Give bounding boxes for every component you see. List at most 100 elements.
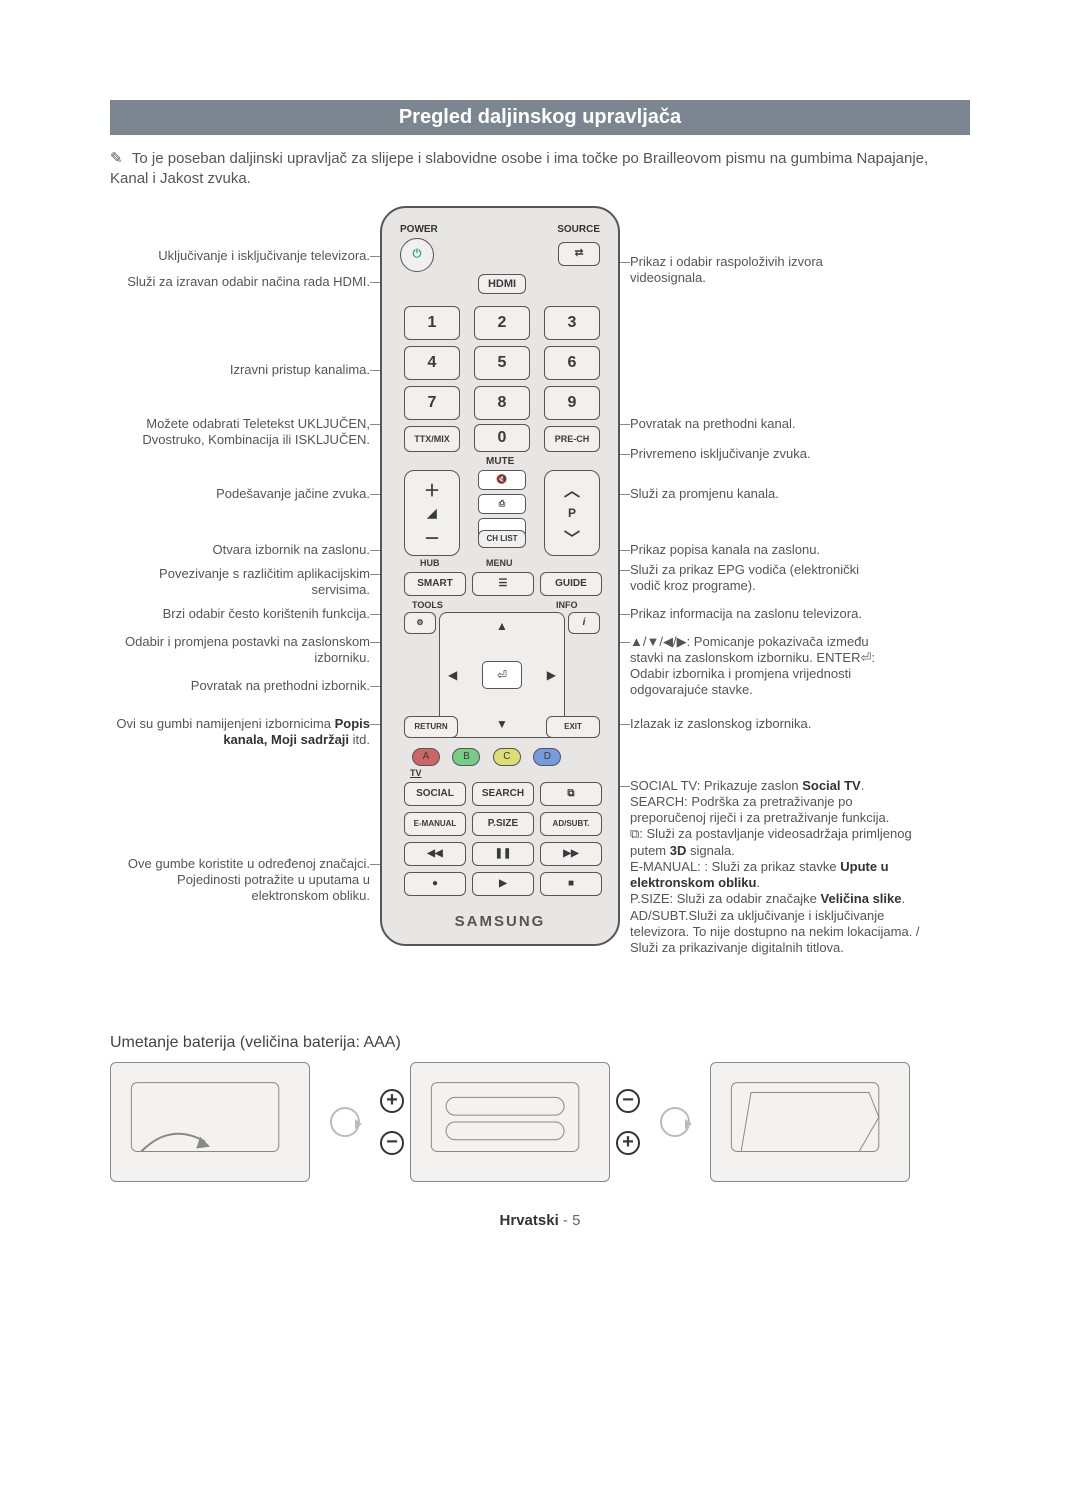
search-button[interactable]: SEARCH — [472, 782, 534, 806]
enter-button[interactable]: ⏎ — [482, 661, 522, 689]
callout-tools: Brzi odabir često korištenih funkcija. — [110, 606, 370, 622]
num-2[interactable]: 2 — [474, 306, 530, 340]
num-6[interactable]: 6 — [544, 346, 600, 380]
callout-volume: Podešavanje jačine zvuka. — [110, 486, 370, 502]
callout-nav: ▲/▼/◀/▶: Pomicanje pokazivača između sta… — [630, 634, 890, 699]
emanual-button[interactable]: E-MANUAL — [404, 812, 466, 836]
num-7[interactable]: 7 — [404, 386, 460, 420]
teletext-icon[interactable]: ⎙ — [478, 494, 526, 514]
sb-l5a: P.SIZE: Služi za odabir značajke — [630, 891, 821, 906]
sb-l3b: 3D — [670, 843, 687, 858]
num-5[interactable]: 5 — [474, 346, 530, 380]
hub-label: HUB — [420, 558, 440, 568]
remote-diagram: Uključivanje i isključivanje televizora.… — [110, 206, 970, 1016]
info-button[interactable]: i — [568, 612, 600, 634]
ch-up-icon: ︿ — [564, 477, 580, 501]
sb-l1c: . — [861, 778, 865, 793]
note-icon: ✎ — [110, 149, 128, 169]
callout-guide: Služi za prikaz EPG vodiča (elektronički… — [630, 562, 890, 595]
sb-l6: AD/SUBT.Služi za uključivanje i isključi… — [630, 908, 930, 957]
return-button[interactable]: RETURN — [404, 716, 458, 738]
num-4[interactable]: 4 — [404, 346, 460, 380]
vol-down-icon: － — [424, 525, 440, 549]
callout-colors-pre: Ovi su gumbi namijenjeni izbornicima — [116, 716, 334, 731]
battery-step-3 — [710, 1062, 910, 1182]
color-a[interactable]: A — [412, 748, 440, 766]
section-title: Pregled daljinskog upravljača — [110, 100, 970, 135]
color-d[interactable]: D — [533, 748, 561, 766]
callout-mute: Privremeno isključivanje zvuka. — [630, 446, 890, 462]
arrow-icon — [330, 1107, 360, 1137]
tools-label: TOOLS — [412, 600, 443, 610]
polarity-icons-left: +− — [380, 1089, 404, 1155]
sb-l3c: signala. — [686, 843, 734, 858]
color-buttons-row: A B C D — [408, 746, 565, 766]
volume-rocker[interactable]: ＋ ◢ － — [404, 470, 460, 556]
callout-dpad: Odabir i promjena postavki na zaslonskom… — [110, 634, 370, 667]
psize-button[interactable]: P.SIZE — [472, 812, 534, 836]
callout-menu: Otvara izbornik na zaslonu. — [110, 542, 370, 558]
color-c[interactable]: C — [493, 748, 521, 766]
num-8[interactable]: 8 — [474, 386, 530, 420]
callout-info: Prikaz informacija na zaslonu televizora… — [630, 606, 890, 622]
menu-label: MENU — [486, 558, 513, 568]
chlist-button-2[interactable]: CH LIST — [478, 530, 526, 548]
num-0[interactable]: 0 — [474, 424, 530, 452]
nav-right-icon: ▶ — [547, 668, 556, 682]
ch-down-icon: ﹀ — [564, 525, 580, 549]
callout-prech: Povratak na prethodni kanal. — [630, 416, 890, 432]
channel-rocker[interactable]: ︿ P ﹀ — [544, 470, 600, 556]
callout-numbers: Izravni pristup kanalima. — [110, 362, 370, 378]
hdmi-button[interactable]: HDMI — [478, 274, 526, 294]
callout-colors: Ovi su gumbi namijenjeni izbornicima Pop… — [110, 716, 370, 749]
menu-button[interactable]: ☰ — [472, 572, 534, 596]
vol-icon: ◢ — [427, 506, 436, 520]
nav-left-icon: ◀ — [448, 668, 457, 682]
battery-diagrams: +− −+ — [110, 1062, 970, 1182]
page-footer: Hrvatski - 5 — [110, 1212, 970, 1229]
guide-button[interactable]: GUIDE — [540, 572, 602, 596]
mute-button[interactable]: 🔇 — [478, 470, 526, 490]
nav-up-icon: ▲ — [496, 619, 508, 633]
sb-l1b: Social TV — [802, 778, 861, 793]
adsubt-button[interactable]: AD/SUBT. — [540, 812, 602, 836]
callout-channel: Služi za promjenu kanala. — [630, 486, 890, 502]
record-button[interactable]: ● — [404, 872, 466, 896]
footer-page-number: 5 — [572, 1212, 580, 1229]
prech-button[interactable]: PRE-CH — [544, 426, 600, 452]
tools-button[interactable]: ⚙ — [404, 612, 436, 634]
play-button[interactable]: ▶ — [472, 872, 534, 896]
nav-down-icon: ▼ — [496, 717, 508, 731]
social-button[interactable]: SOCIAL — [404, 782, 466, 806]
num-9[interactable]: 9 — [544, 386, 600, 420]
rewind-button[interactable]: ◀◀ — [404, 842, 466, 866]
num-3[interactable]: 3 — [544, 306, 600, 340]
sb-l5c: . — [901, 891, 905, 906]
callout-chlist: Prikaz popisa kanala na zaslonu. — [630, 542, 890, 558]
power-button[interactable]: ⏻ — [400, 238, 434, 272]
callout-social-block: SOCIAL TV: Prikazuje zaslon Social TV. S… — [630, 778, 930, 957]
forward-button[interactable]: ▶▶ — [540, 842, 602, 866]
ttx-button[interactable]: TTX/MIX — [404, 426, 460, 452]
sb-l1a: SOCIAL TV: Prikazuje zaslon — [630, 778, 802, 793]
info-label: INFO — [556, 600, 578, 610]
smart-button[interactable]: SMART — [404, 572, 466, 596]
callout-smart: Povezivanje s različitim aplikacijskim s… — [110, 566, 370, 599]
intro-text: To je poseban daljinski upravljač za sli… — [110, 150, 928, 187]
source-button[interactable]: ⮂ — [558, 242, 600, 266]
footer-lang: Hrvatski — [500, 1212, 559, 1229]
battery-step-2 — [410, 1062, 610, 1182]
num-1[interactable]: 1 — [404, 306, 460, 340]
3d-button[interactable]: ⧉ — [540, 782, 602, 806]
stop-button[interactable]: ■ — [540, 872, 602, 896]
sb-l2: SEARCH: Podrška za pretraživanje po prep… — [630, 794, 930, 827]
callout-ttx: Možete odabrati Teletekst UKLJUČEN, Dvos… — [110, 416, 370, 449]
color-b[interactable]: B — [452, 748, 480, 766]
pause-button[interactable]: ❚❚ — [472, 842, 534, 866]
power-label: POWER — [400, 224, 438, 235]
battery-heading: Umetanje baterija (veličina baterija: AA… — [110, 1034, 970, 1052]
callout-exit: Izlazak iz zaslonskog izbornika. — [630, 716, 890, 732]
brand-logo: SAMSUNG — [398, 913, 602, 930]
p-label: P — [568, 506, 576, 520]
exit-button[interactable]: EXIT — [546, 716, 600, 738]
